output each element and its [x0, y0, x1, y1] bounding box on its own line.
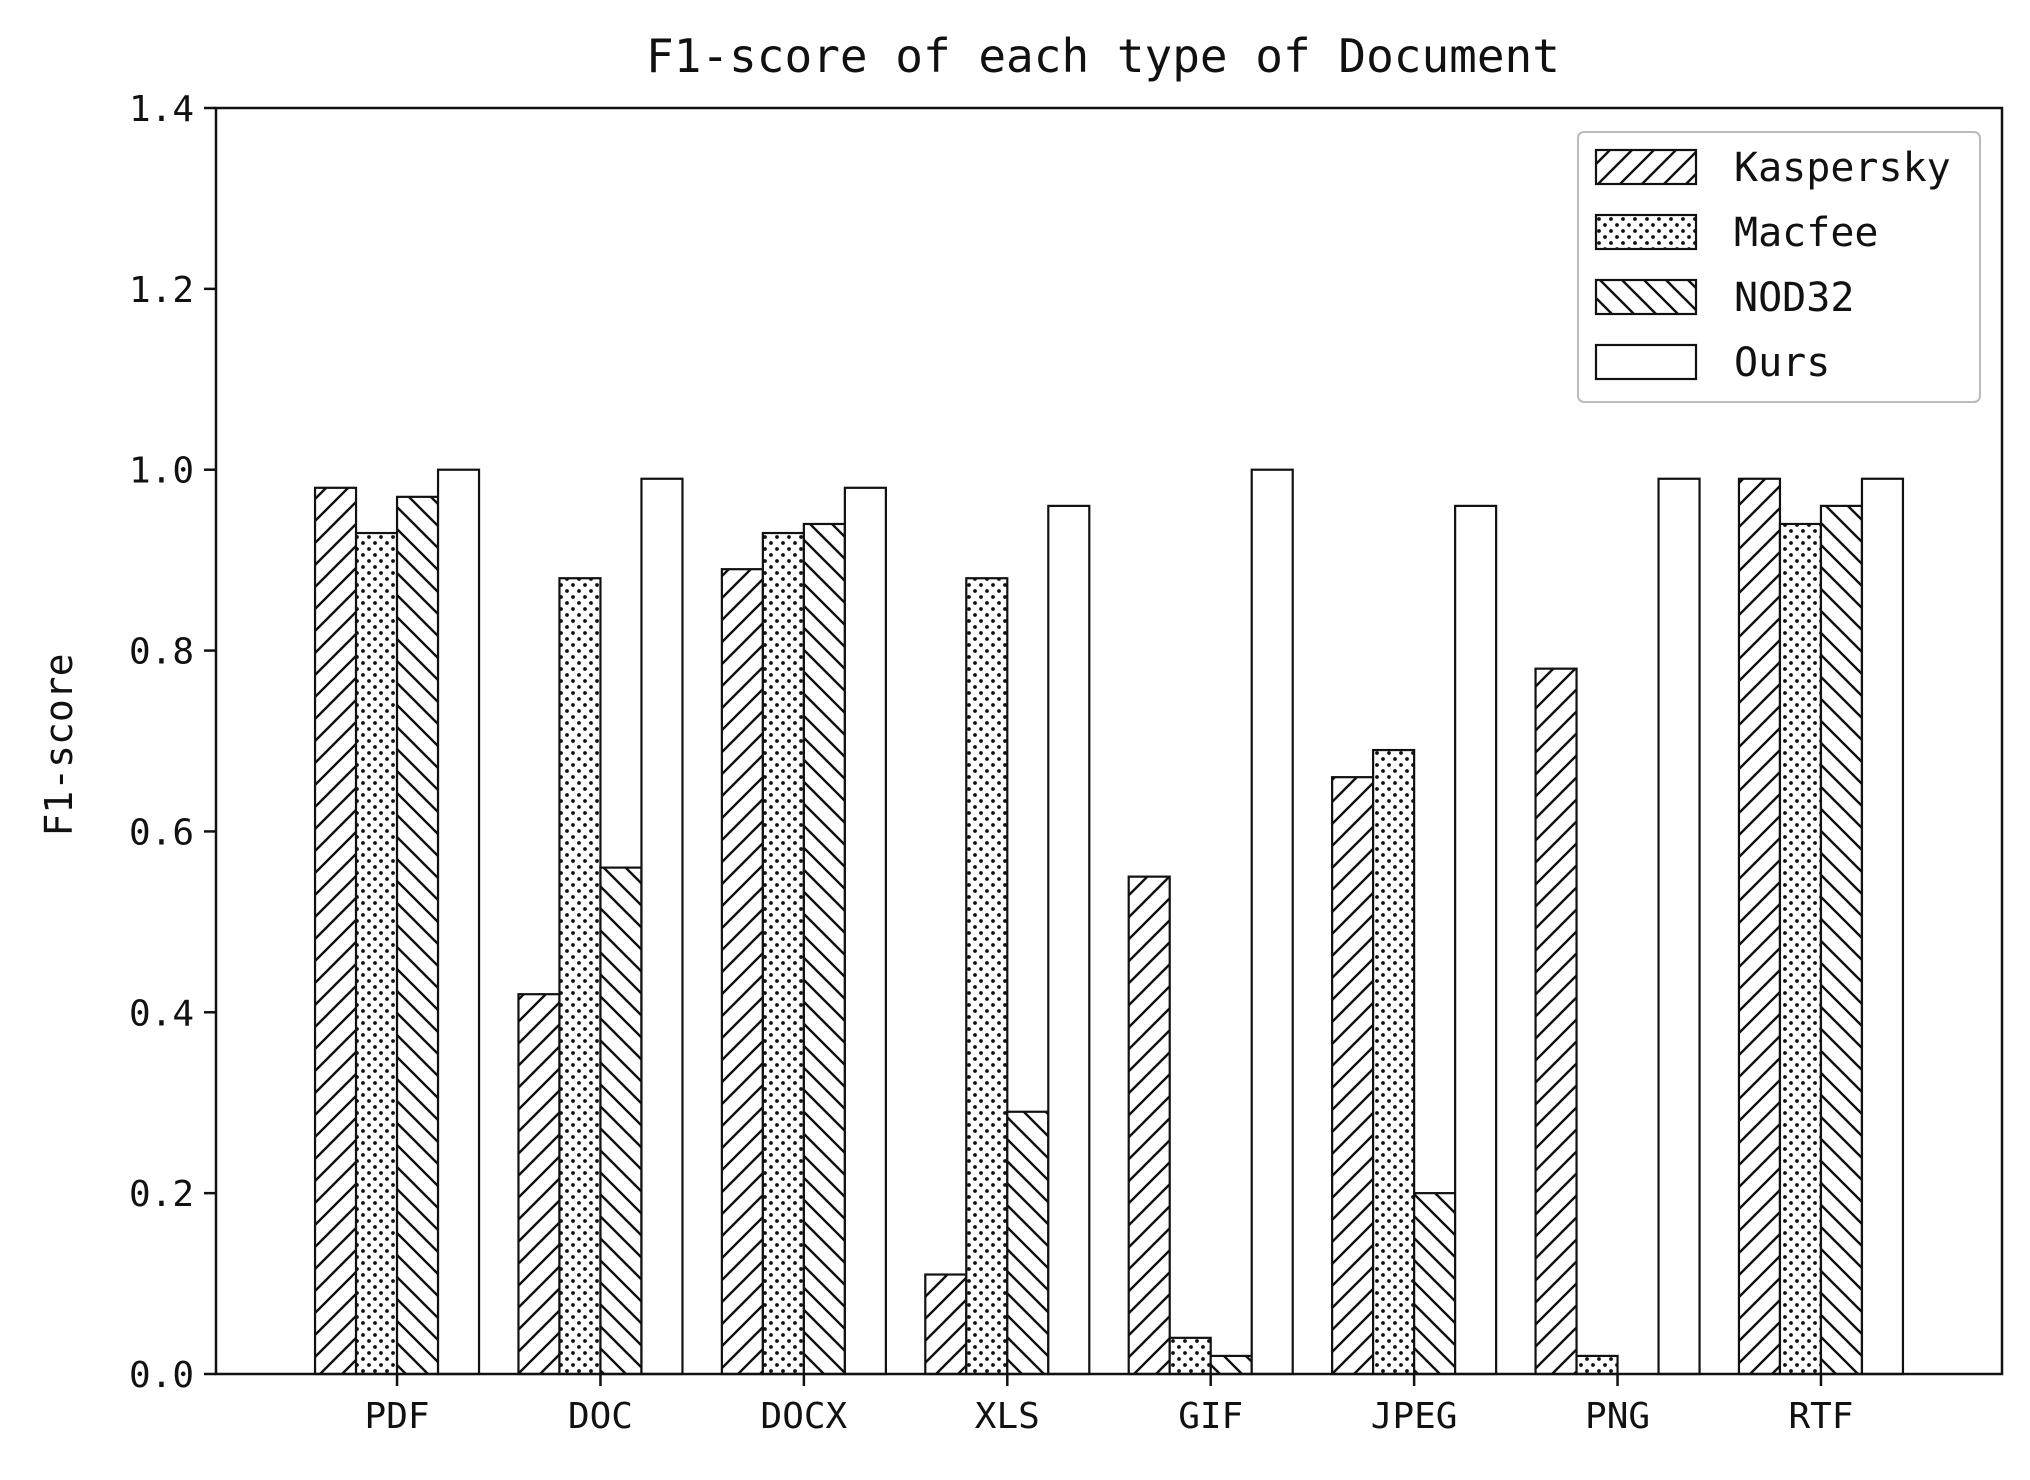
- y-tick-label: 0.8: [129, 632, 194, 673]
- x-tick-label: GIF: [1178, 1396, 1243, 1437]
- bar-nod32-gif: [1209, 1354, 1253, 1376]
- x-tick-label: JPEG: [1371, 1396, 1458, 1437]
- legend: Kaspersky Macfee NOD32 Ours: [1577, 131, 1981, 403]
- y-axis: 0.0 0.2 0.4 0.6 0.8 1.0 1.2 1.4: [129, 89, 216, 1396]
- x-axis: PDF DOC DOCX XLS GIF JPEG PNG RTF: [365, 1374, 1853, 1437]
- bar-macfee-rtf: [1778, 522, 1823, 1376]
- bar-macfee-docx: [761, 531, 805, 1376]
- bar-ours-docx: [843, 486, 887, 1376]
- bar-ours-xls: [1047, 504, 1091, 1376]
- legend-box: [1577, 131, 1981, 403]
- bar-kaspersky-png: [1534, 667, 1578, 1376]
- y-tick-label: 0.4: [129, 993, 194, 1034]
- bar-ours-doc: [640, 477, 684, 1376]
- bar-macfee-doc: [558, 577, 602, 1376]
- bar-kaspersky-gif: [1127, 875, 1171, 1376]
- bar-kaspersky-doc: [517, 993, 561, 1376]
- plot-frame: [214, 106, 2004, 1376]
- bar-nod32-jpeg: [1413, 1192, 1457, 1376]
- bar-ours-png: [1657, 477, 1701, 1376]
- bar-kaspersky-docx: [720, 568, 764, 1376]
- bar-macfee-xls: [965, 577, 1009, 1376]
- y-tick-label: 1.0: [129, 451, 194, 492]
- y-tick-label: 0.2: [129, 1174, 194, 1215]
- bar-macfee-jpeg: [1372, 748, 1416, 1376]
- bar-macfee-gif: [1168, 1336, 1212, 1376]
- legend-label-macfee: Macfee: [1734, 210, 1879, 256]
- bar-kaspersky-jpeg: [1331, 776, 1375, 1376]
- bar-macfee-pdf: [354, 531, 399, 1376]
- bar-nod32-doc: [599, 866, 643, 1376]
- legend-label-ours: Ours: [1734, 340, 1830, 386]
- x-tick-label: PDF: [365, 1396, 430, 1437]
- x-tick-label: PNG: [1585, 1396, 1650, 1437]
- x-tick-label: DOCX: [761, 1396, 848, 1437]
- bar-nod32-xls: [1006, 1110, 1050, 1376]
- legend-swatch-ours: [1594, 343, 1698, 381]
- bar-kaspersky-xls: [924, 1273, 968, 1376]
- legend-swatch-kaspersky: [1594, 148, 1698, 186]
- legend-swatch-nod32: [1594, 278, 1698, 316]
- bar-nod32-docx: [802, 522, 846, 1376]
- bar-kaspersky-pdf: [313, 486, 358, 1376]
- x-tick-label: RTF: [1788, 1396, 1853, 1437]
- y-axis-label: F1-score: [37, 653, 81, 836]
- bar-kaspersky-rtf: [1737, 477, 1782, 1376]
- legend-label-kaspersky: Kaspersky: [1734, 145, 1951, 191]
- chart-title: F1-score of each type of Document: [646, 29, 1560, 83]
- y-tick-label: 1.2: [129, 270, 194, 311]
- bar-macfee-png: [1575, 1354, 1619, 1376]
- bar-ours-rtf: [1860, 477, 1905, 1376]
- bar-nod32-pdf: [395, 495, 440, 1376]
- bars-group: [313, 468, 1905, 1376]
- legend-swatch-macfee: [1594, 213, 1698, 251]
- bar-ours-pdf: [436, 468, 481, 1376]
- y-tick-label: 0.6: [129, 812, 194, 853]
- y-tick-label: 0.0: [129, 1355, 194, 1396]
- x-tick-label: DOC: [568, 1396, 633, 1437]
- bar-ours-jpeg: [1454, 504, 1498, 1376]
- x-tick-label: XLS: [975, 1396, 1040, 1437]
- legend-label-nod32: NOD32: [1734, 275, 1854, 321]
- bar-nod32-rtf: [1819, 504, 1864, 1376]
- y-tick-label: 1.4: [129, 89, 194, 130]
- bar-ours-gif: [1250, 468, 1294, 1376]
